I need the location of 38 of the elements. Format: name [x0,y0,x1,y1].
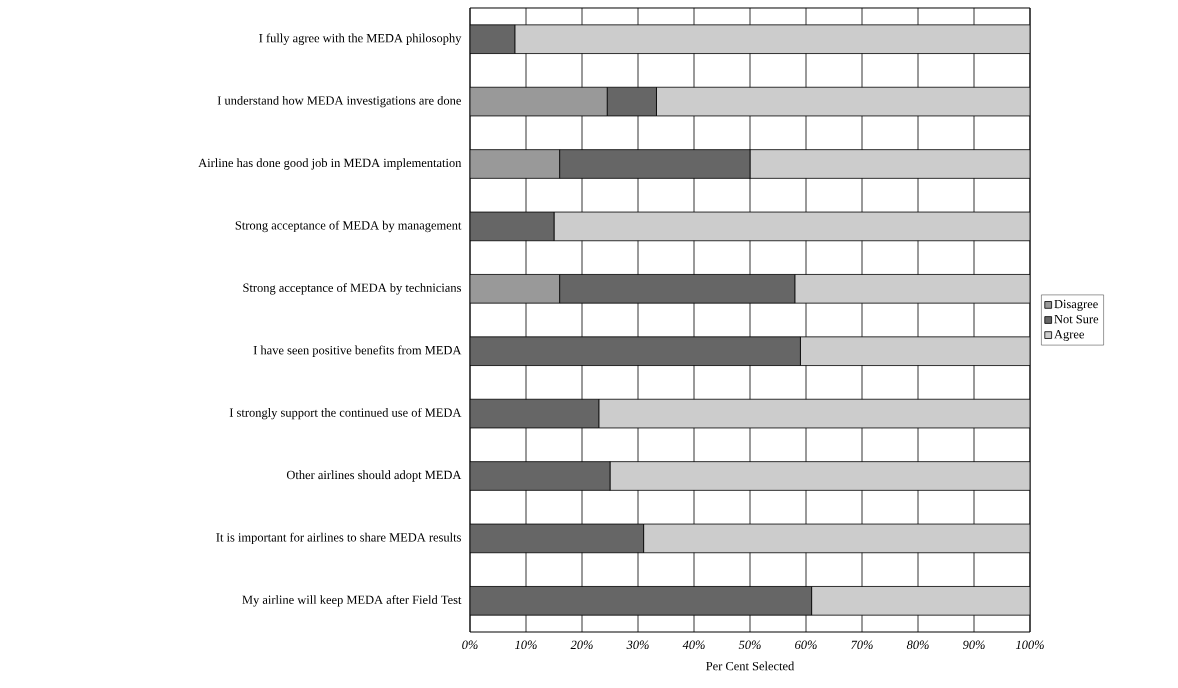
bar [470,586,813,616]
bar [606,86,657,117]
x-tick-label: 40% [682,640,705,650]
y-tick-label: I understand how MEDA investigations are done [217,95,461,108]
legend-label: Disagree [1054,299,1098,311]
y-tick-label: My airline will keep MEDA after Field Test [242,595,462,607]
y-tick-label: Strong acceptance of MEDA by management [235,220,462,233]
legend-label: Agree [1054,330,1084,341]
y-tick-label: I strongly support the continued use of MEDA [229,407,462,420]
x-tick-label: 50% [738,640,761,650]
bar [470,24,516,54]
y-tick-label: Other airlines should adopt MEDA [286,470,462,482]
bar [470,149,561,179]
x-axis-title: Per Cent Selected [706,661,795,671]
bar [470,274,561,304]
y-tick-label: I have seen positive benefits from MEDA [253,345,462,357]
y-tick-label: It is important for airlines to share MEDA results [216,532,461,545]
x-tick-label: 70% [851,640,873,650]
bar [470,461,611,491]
x-tick-label: 80% [906,640,929,650]
y-tick-label: I fully agree with the MEDA philosophy [259,33,462,45]
x-tick-label: 30% [626,640,649,650]
bar [470,523,645,554]
bar [470,211,555,242]
x-tick-label: 20% [570,640,593,650]
bar [470,398,600,429]
y-tick-label: Airline has done good job in MEDA implementation [198,158,462,170]
x-tick-label: 100% [1015,640,1044,650]
x-tick-label: 0% [462,640,478,650]
bar [470,336,801,366]
bar [559,274,796,304]
x-tick-label: 90% [962,640,985,650]
bar [559,149,751,179]
x-tick-label: 10% [515,640,537,650]
legend-label: Not Sure [1054,314,1099,324]
bar [470,86,608,117]
y-tick-label: Strong acceptance of MEDA by technicians [243,283,461,295]
x-tick-label: 60% [795,640,817,650]
